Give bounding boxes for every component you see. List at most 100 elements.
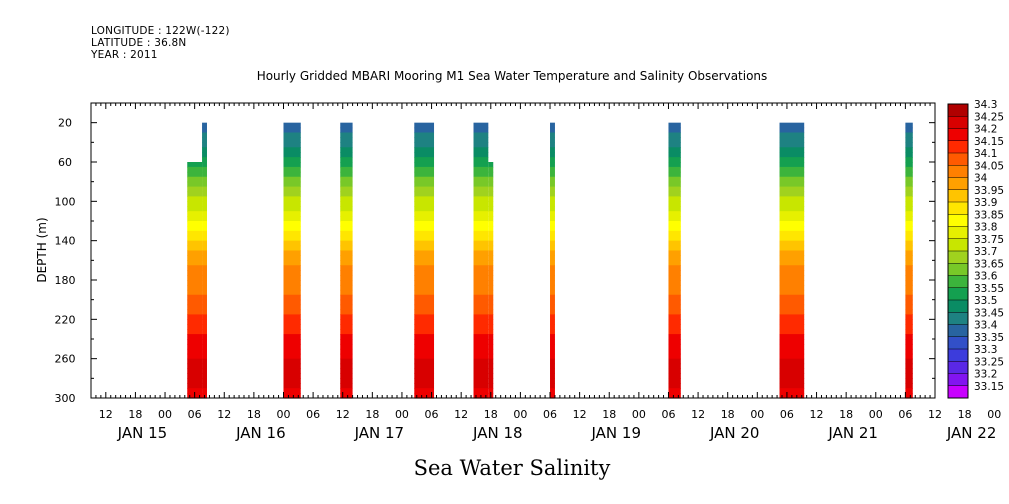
salinity-cell <box>779 299 805 306</box>
colorbar-swatch <box>948 226 968 240</box>
salinity-cell <box>779 221 805 227</box>
salinity-cell <box>550 265 555 271</box>
salinity-cell <box>473 157 489 163</box>
salinity-cell <box>414 250 435 257</box>
salinity-cell <box>202 235 207 242</box>
salinity-cell <box>668 329 681 335</box>
salinity-cell <box>488 176 494 183</box>
salinity-cell <box>340 368 353 375</box>
salinity-cell <box>187 280 203 286</box>
salinity-cell <box>488 368 494 375</box>
salinity-cell <box>779 309 805 316</box>
x-hour-label: 18 <box>958 408 972 421</box>
salinity-cell <box>668 388 681 394</box>
salinity-cell <box>414 284 435 291</box>
salinity-cell <box>202 358 207 365</box>
salinity-cell <box>668 240 681 247</box>
salinity-cell <box>779 388 805 394</box>
salinity-cell <box>283 373 301 379</box>
salinity-cell <box>473 142 489 148</box>
plot-frame <box>90 102 936 399</box>
salinity-cell <box>550 358 555 365</box>
salinity-cell <box>779 275 805 281</box>
x-day-label: JAN 22 <box>946 424 997 442</box>
salinity-cell <box>202 314 207 320</box>
salinity-cell <box>202 289 207 296</box>
salinity-cell <box>187 250 203 257</box>
salinity-cell <box>340 280 353 286</box>
salinity-cell <box>779 363 805 370</box>
salinity-cell <box>488 186 494 193</box>
salinity-cell <box>668 368 681 375</box>
salinity-cell <box>187 275 203 281</box>
salinity-cell <box>202 206 207 212</box>
salinity-cell <box>905 353 913 360</box>
salinity-cell <box>668 186 681 193</box>
salinity-cell <box>283 343 301 350</box>
salinity-cell <box>340 299 353 306</box>
salinity-cell <box>414 358 435 365</box>
salinity-cell <box>550 186 555 193</box>
salinity-cell <box>488 353 494 360</box>
salinity-cell <box>779 319 805 325</box>
x-hour-label: 18 <box>839 408 853 421</box>
salinity-cell <box>202 211 207 217</box>
salinity-cell <box>202 260 207 266</box>
x-day-label: JAN 20 <box>709 424 760 442</box>
salinity-cell <box>202 270 207 276</box>
salinity-cell <box>414 319 435 325</box>
salinity-cell <box>550 353 555 360</box>
salinity-cell <box>202 191 207 198</box>
colorbar-label: 33.7 <box>974 246 997 258</box>
salinity-cell <box>202 319 207 325</box>
salinity-cell <box>488 206 494 212</box>
salinity-cell <box>340 388 353 394</box>
salinity-cell <box>550 142 555 148</box>
salinity-cell <box>414 275 435 281</box>
salinity-cell <box>340 255 353 261</box>
salinity-cell <box>668 393 681 399</box>
salinity-cell <box>473 221 489 227</box>
salinity-cell <box>473 250 489 257</box>
salinity-cell <box>905 294 913 301</box>
salinity-cell <box>340 393 353 399</box>
salinity-cell <box>779 280 805 286</box>
colorbar: 34.334.2534.234.1534.134.053433.9533.933… <box>947 99 1004 399</box>
salinity-cell <box>473 348 489 355</box>
salinity-cell <box>550 132 555 139</box>
salinity-cell <box>283 378 301 384</box>
salinity-cell <box>779 270 805 276</box>
salinity-cell <box>340 137 353 143</box>
chart-title: Hourly Gridded MBARI Mooring M1 Sea Wate… <box>257 69 768 83</box>
y-tick-label: 260 <box>55 353 76 366</box>
salinity-cell <box>340 348 353 355</box>
salinity-cell <box>202 368 207 375</box>
salinity-cell <box>488 225 494 232</box>
x-hour-label: 06 <box>661 408 675 421</box>
salinity-cell <box>668 309 681 316</box>
salinity-cell <box>550 270 555 276</box>
salinity-cell <box>340 230 353 237</box>
salinity-cell <box>905 363 913 370</box>
salinity-cell <box>905 211 913 217</box>
salinity-cell <box>905 201 913 207</box>
salinity-cell <box>283 358 301 365</box>
salinity-cell <box>202 240 207 247</box>
salinity-cell <box>473 309 489 316</box>
salinity-cell <box>283 152 301 158</box>
salinity-cell <box>283 265 301 271</box>
salinity-cell <box>283 304 301 311</box>
salinity-cell <box>414 225 435 232</box>
salinity-cell <box>340 211 353 217</box>
salinity-cell <box>488 363 494 370</box>
salinity-cell <box>668 152 681 158</box>
salinity-cell <box>668 270 681 276</box>
salinity-cell <box>283 211 301 217</box>
salinity-cell <box>488 265 494 271</box>
salinity-cell <box>473 353 489 360</box>
salinity-cell <box>668 176 681 183</box>
salinity-cell <box>550 309 555 316</box>
salinity-cell <box>779 142 805 148</box>
x-hour-label: 00 <box>513 408 527 421</box>
salinity-cell <box>668 339 681 345</box>
